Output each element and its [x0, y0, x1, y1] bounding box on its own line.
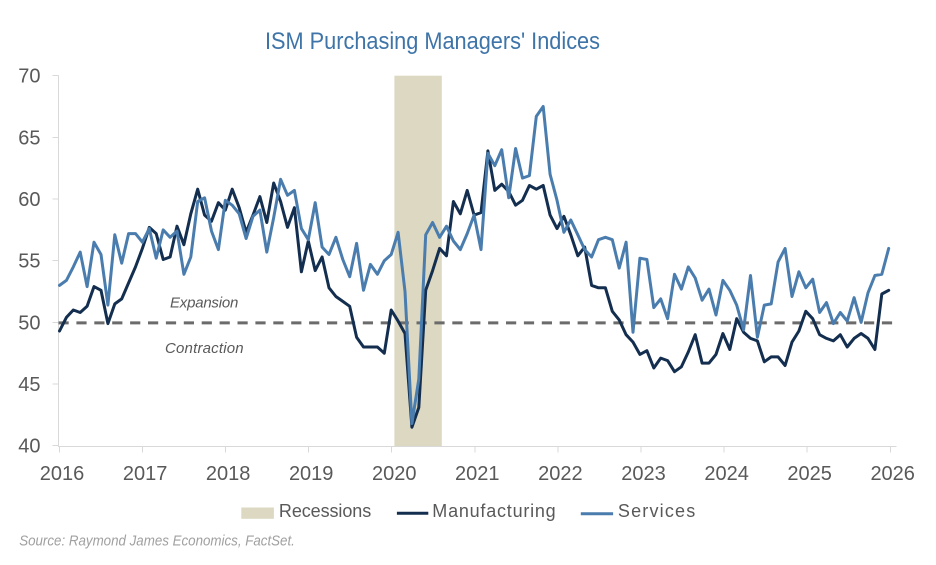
svg-text:65: 65 — [18, 127, 40, 149]
svg-text:50: 50 — [18, 312, 40, 334]
svg-text:Expansion: Expansion — [170, 295, 238, 312]
svg-text:2025: 2025 — [787, 463, 832, 485]
svg-text:2021: 2021 — [455, 463, 500, 485]
svg-text:2023: 2023 — [621, 463, 666, 485]
svg-text:Manufacturing: Manufacturing — [432, 501, 555, 521]
svg-text:2026: 2026 — [870, 463, 915, 485]
svg-text:Source: Raymond James Economic: Source: Raymond James Economics, FactSet… — [19, 533, 295, 550]
svg-text:2017: 2017 — [123, 463, 168, 485]
svg-text:ISM Purchasing Managers' Indic: ISM Purchasing Managers' Indices — [265, 28, 600, 55]
svg-text:45: 45 — [18, 374, 40, 396]
svg-text:2022: 2022 — [538, 463, 583, 485]
svg-text:55: 55 — [18, 251, 40, 273]
svg-text:Contraction: Contraction — [165, 340, 244, 357]
svg-text:Recessions: Recessions — [279, 501, 371, 521]
svg-text:Services: Services — [618, 501, 695, 521]
svg-text:2020: 2020 — [372, 463, 417, 485]
svg-text:2024: 2024 — [704, 463, 749, 485]
svg-text:70: 70 — [18, 66, 40, 88]
svg-text:2019: 2019 — [289, 463, 334, 485]
svg-text:60: 60 — [18, 189, 40, 211]
svg-text:40: 40 — [18, 436, 40, 458]
svg-text:2016: 2016 — [40, 463, 85, 485]
svg-text:2018: 2018 — [206, 463, 251, 485]
